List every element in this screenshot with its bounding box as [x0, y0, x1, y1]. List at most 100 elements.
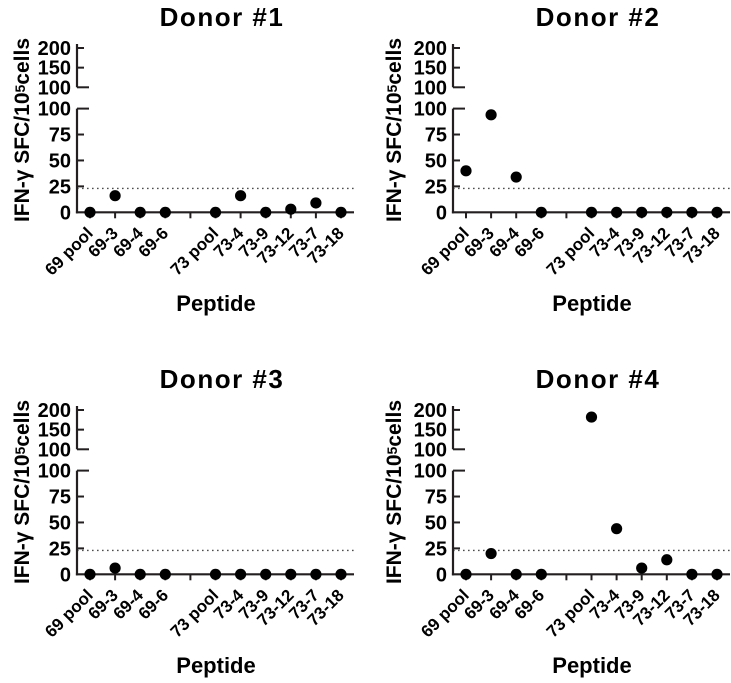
y-axis-title-donor-4: IFN-γ SFC/10 5 cells [382, 399, 406, 585]
data-point [611, 206, 623, 218]
data-point [84, 568, 96, 580]
y-tick-label: 100 [414, 99, 447, 121]
data-point [260, 568, 272, 580]
y-axis-title-donor-2: IFN-γ SFC/10 5 cells [382, 37, 406, 223]
data-point [636, 206, 648, 218]
data-point [510, 568, 522, 580]
data-point [611, 523, 623, 535]
data-point [686, 206, 698, 218]
data-point [510, 171, 522, 183]
y-tick-label: 50 [49, 512, 71, 534]
data-point [585, 206, 598, 218]
y-tick-label: 0 [436, 202, 447, 224]
x-tick-label: 69-6 [511, 224, 548, 261]
y-tick-label: 50 [425, 512, 447, 534]
y-axis-title-suffix: cells [382, 37, 406, 85]
data-point [285, 568, 297, 580]
y-tick-label: 150 [38, 420, 71, 442]
y-tick-label: 100 [414, 439, 447, 461]
y-tick-label: 150 [414, 58, 447, 80]
y-tick-label: 25 [49, 538, 71, 560]
y-tick-label: 0 [60, 202, 71, 224]
data-point [585, 411, 598, 423]
data-point [335, 568, 347, 580]
data-point [485, 109, 497, 121]
y-axis-title-suffix: cells [10, 399, 34, 447]
y-axis-title-donor-1: IFN-γ SFC/10 5 cells [10, 37, 34, 223]
y-tick-label: 0 [436, 564, 447, 586]
y-tick-label: 200 [414, 400, 447, 422]
y-tick-label: 100 [38, 77, 71, 99]
data-point [460, 165, 472, 177]
panel-title-donor-1: Donor #1 [159, 2, 285, 32]
data-point [84, 206, 96, 218]
x-tick-label: 69-6 [511, 586, 548, 623]
data-point [661, 554, 673, 566]
y-tick-label: 100 [38, 461, 71, 483]
y-axis-title-suffix: cells [382, 399, 406, 447]
data-point [209, 568, 222, 580]
y-tick-label: 0 [60, 564, 71, 586]
y-tick-label: 25 [425, 176, 447, 198]
data-point [310, 568, 322, 580]
y-tick-label: 75 [49, 125, 71, 147]
data-point [235, 568, 247, 580]
data-point [134, 568, 146, 580]
y-tick-label: 50 [425, 150, 447, 172]
y-tick-label: 75 [49, 487, 71, 509]
y-tick-label: 75 [425, 487, 447, 509]
y-tick-label: 25 [49, 176, 71, 198]
y-tick-label: 50 [49, 150, 71, 172]
data-point [109, 190, 121, 202]
x-axis-title-donor-3: Peptide [176, 653, 256, 678]
y-tick-label: 100 [414, 461, 447, 483]
data-point [636, 562, 648, 574]
x-axis-title-donor-1: Peptide [176, 291, 256, 316]
y-tick-label: 100 [38, 99, 71, 121]
data-point [159, 206, 171, 218]
y-axis-title-text: IFN-γ SFC/10 [10, 454, 34, 585]
x-axis-title-donor-4: Peptide [552, 653, 632, 678]
y-tick-label: 150 [38, 58, 71, 80]
data-point [711, 206, 723, 218]
panel-title-donor-4: Donor #4 [535, 364, 661, 394]
data-point [260, 206, 272, 218]
x-tick-label: 69-6 [135, 224, 172, 261]
y-tick-label: 150 [414, 420, 447, 442]
data-point [335, 206, 347, 218]
panel-title-donor-3: Donor #3 [159, 364, 285, 394]
data-point [485, 547, 497, 560]
y-axis-title-text: IFN-γ SFC/10 [382, 454, 406, 585]
data-point [209, 206, 222, 218]
y-tick-label: 200 [38, 400, 71, 422]
data-point [686, 568, 698, 580]
data-point [235, 190, 247, 202]
data-point [109, 562, 121, 574]
y-axis-title-text: IFN-γ SFC/10 [382, 92, 406, 223]
data-point [285, 203, 297, 215]
data-point [310, 197, 322, 209]
data-point [134, 206, 146, 218]
data-point [535, 206, 547, 218]
x-tick-label: 69-6 [135, 586, 172, 623]
y-tick-label: 200 [414, 38, 447, 60]
panel-title-donor-2: Donor #2 [535, 2, 661, 32]
y-axis-title-suffix: cells [10, 37, 34, 85]
data-point [711, 568, 723, 580]
y-tick-label: 100 [414, 77, 447, 99]
data-point [159, 568, 171, 580]
y-tick-label: 75 [425, 125, 447, 147]
y-tick-label: 100 [38, 439, 71, 461]
y-axis-title-donor-3: IFN-γ SFC/10 5 cells [10, 399, 34, 585]
x-axis-title-donor-2: Peptide [552, 291, 632, 316]
y-tick-label: 200 [38, 38, 71, 60]
y-tick-label: 25 [425, 538, 447, 560]
data-point [661, 206, 673, 218]
data-point [535, 568, 547, 580]
data-point [460, 568, 472, 580]
